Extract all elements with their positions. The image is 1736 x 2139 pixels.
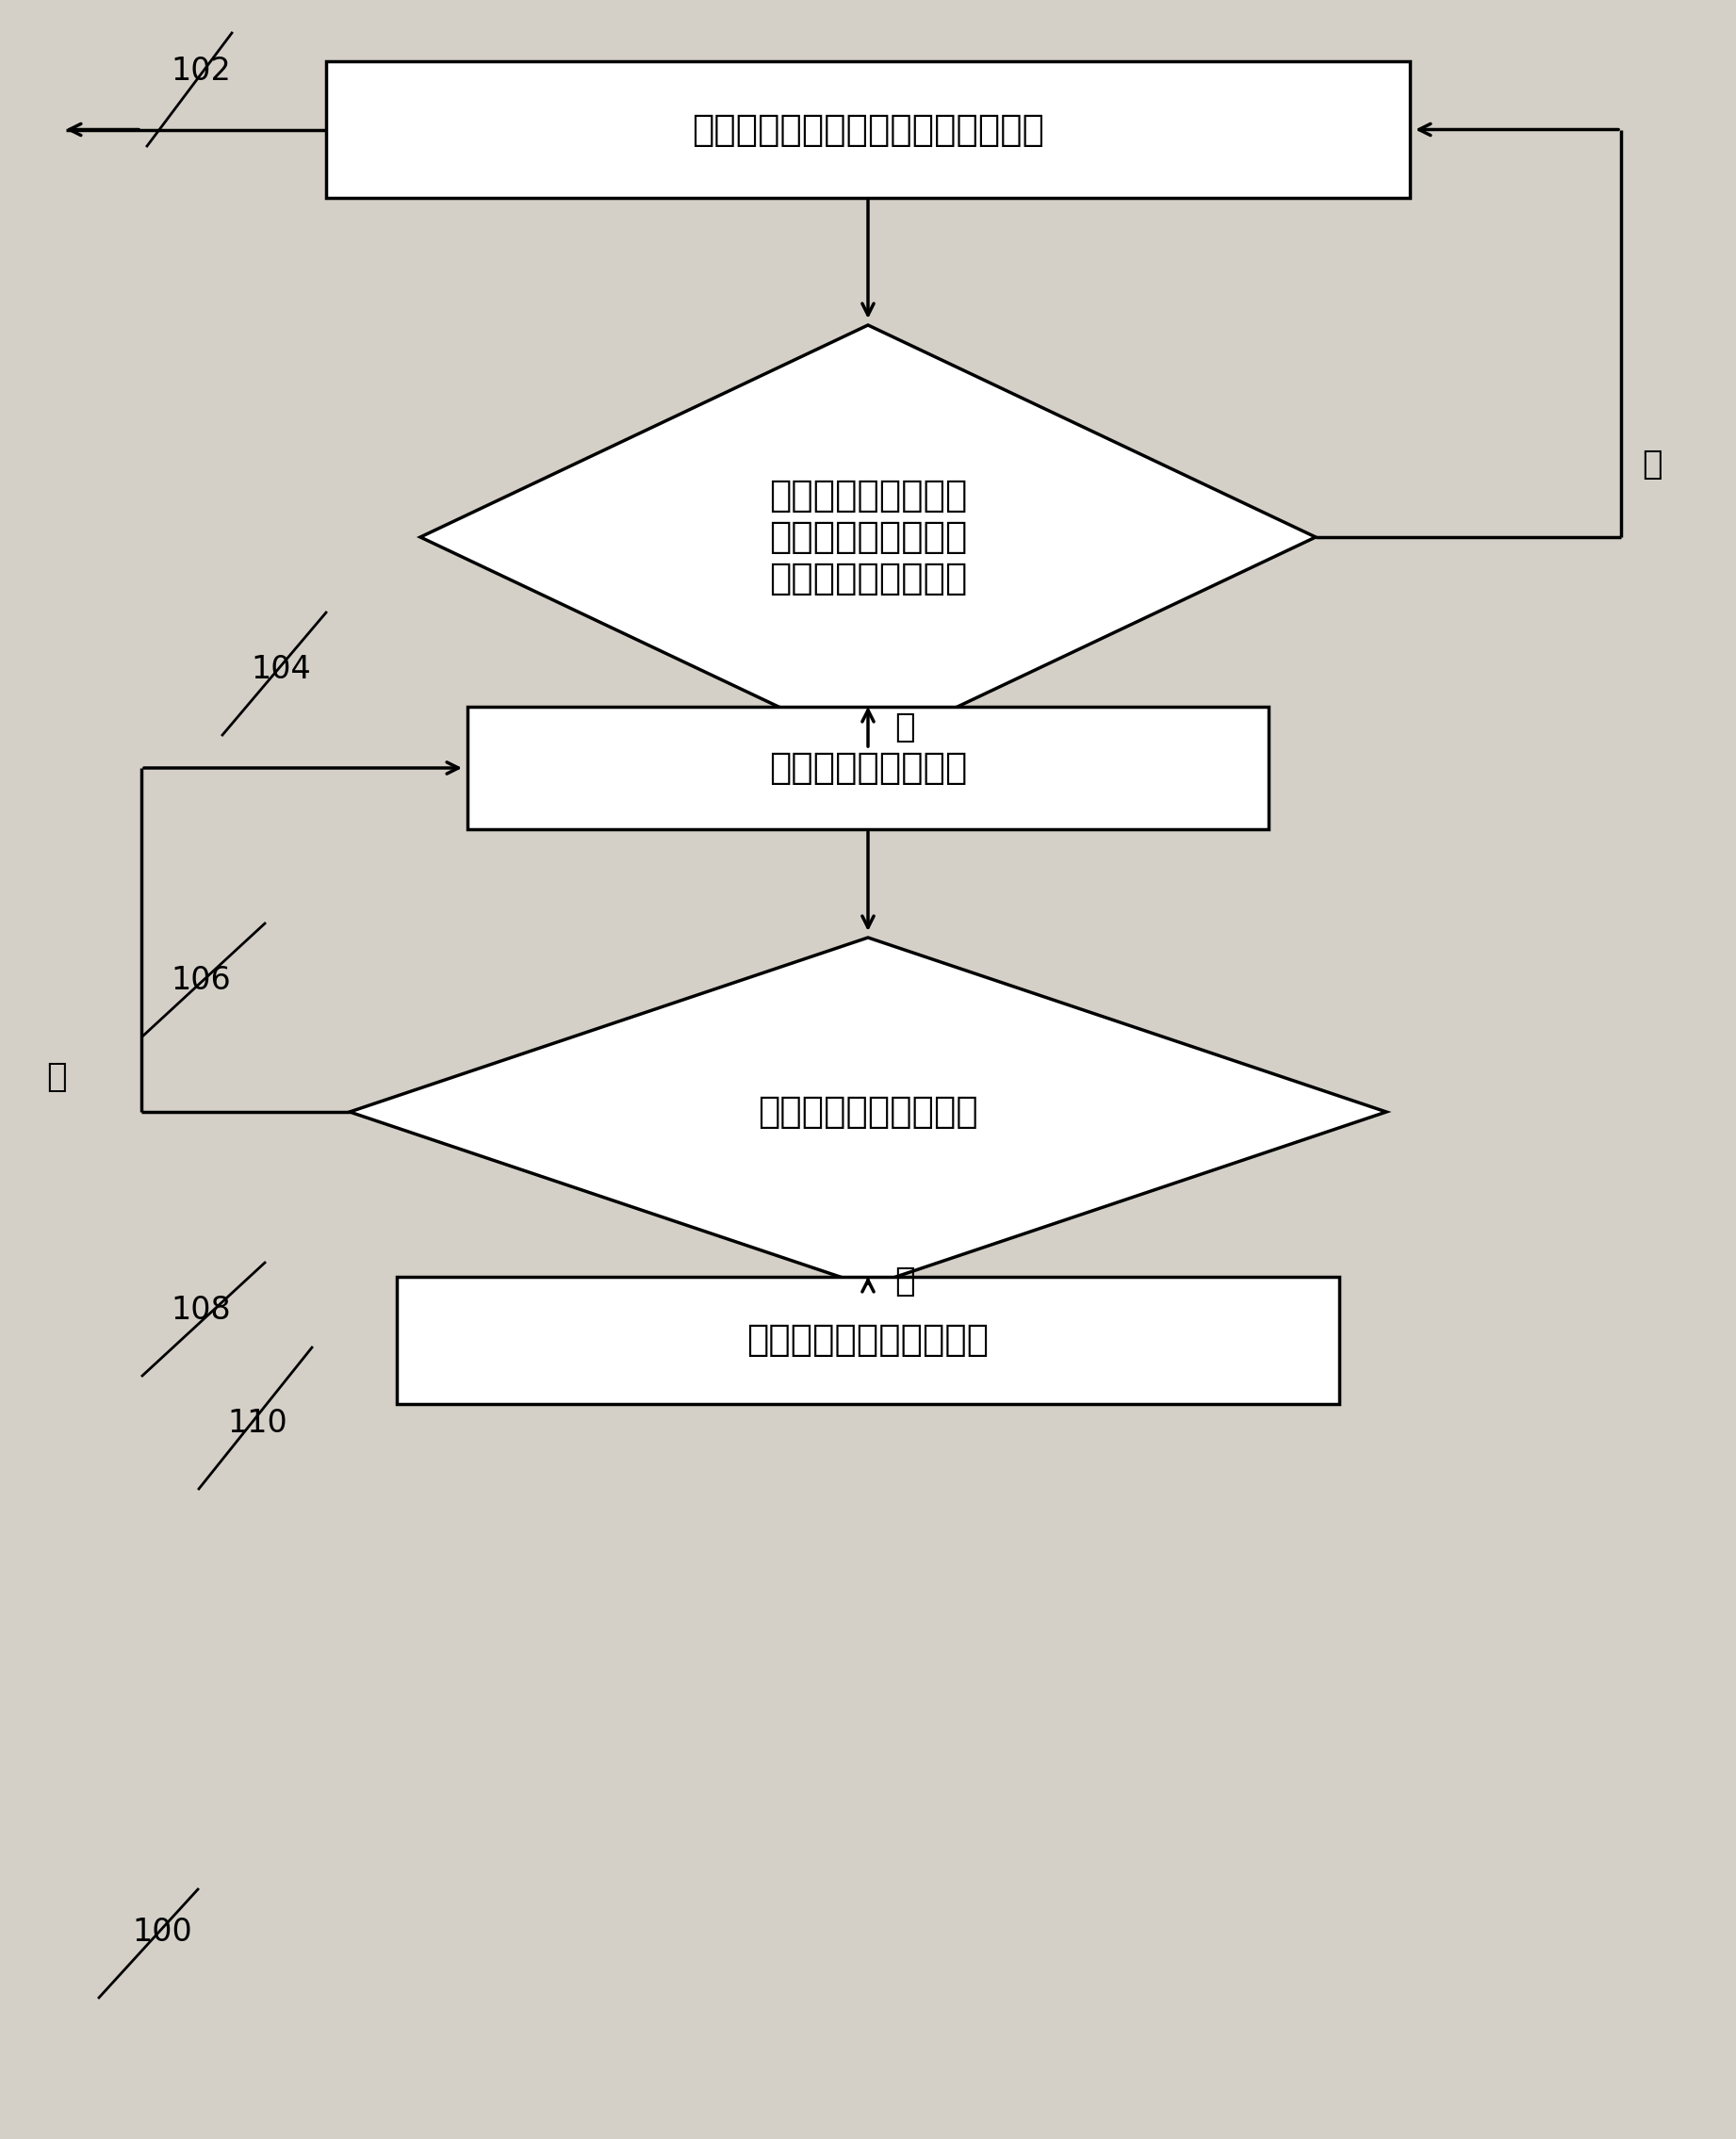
Text: 110: 110 (227, 1407, 286, 1440)
Polygon shape (326, 62, 1410, 199)
Text: 106: 106 (170, 965, 231, 997)
Text: 104: 104 (250, 655, 311, 684)
Polygon shape (349, 937, 1387, 1286)
Text: 获得对象记忆装置期间的传感器数据: 获得对象记忆装置期间的传感器数据 (691, 111, 1045, 148)
Text: 确定是否完成记忆练习: 确定是否完成记忆练习 (759, 1093, 977, 1129)
Polygon shape (467, 706, 1269, 830)
Text: 进一步进行记忆练习: 进一步进行记忆练习 (769, 751, 967, 785)
Text: 108: 108 (170, 1294, 231, 1326)
Text: 否: 否 (47, 1061, 66, 1093)
Polygon shape (420, 325, 1316, 749)
Text: 确定传感器数据是否
包含指示用于记忆的
认知功能的预定信息: 确定传感器数据是否 包含指示用于记忆的 认知功能的预定信息 (769, 477, 967, 597)
Text: 否: 否 (1642, 449, 1661, 481)
Text: 102: 102 (170, 56, 231, 88)
Text: 是: 是 (894, 712, 915, 744)
Text: 计算对象的客观认知评估: 计算对象的客观认知评估 (746, 1322, 990, 1358)
Text: 是: 是 (894, 1266, 915, 1298)
Text: 100: 100 (132, 1917, 193, 1949)
Polygon shape (398, 1277, 1338, 1403)
